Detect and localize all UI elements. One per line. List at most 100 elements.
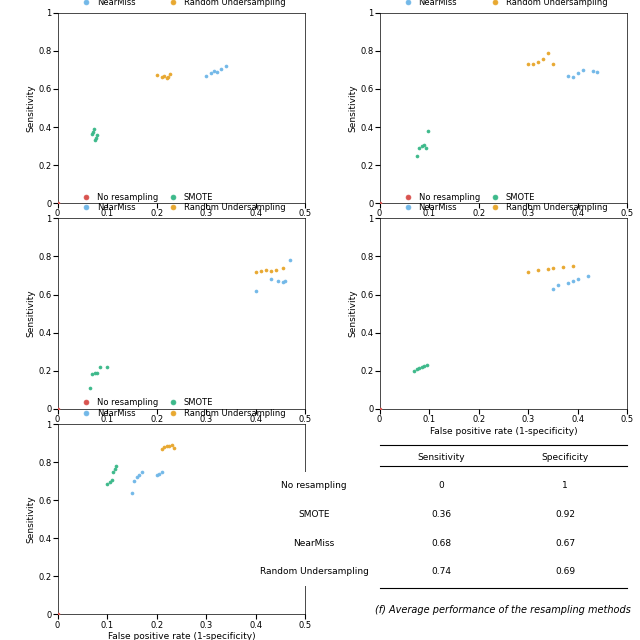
Point [420,143,431,153]
Point [557,262,568,272]
Point [573,68,583,78]
X-axis label: False positive rate (1-specificity): False positive rate (1-specificity) [108,427,255,436]
Legend: No resampling, NearMiss, SMOTE, Random Undersampling: No resampling, NearMiss, SMOTE, Random U… [77,193,285,212]
Point [166,440,177,450]
Point [543,47,553,58]
Point [548,263,558,273]
Point [278,263,288,273]
Point [548,59,558,69]
Point [152,470,162,481]
Point [52,198,63,208]
Text: (a) Customer not at home (NAH): (a) Customer not at home (NAH) [97,257,266,266]
Point [548,284,558,294]
Point [52,609,63,620]
Point [419,140,429,150]
Point [280,276,291,286]
Point [161,441,172,451]
Point [163,72,173,82]
Point [216,64,226,74]
Point [206,68,216,78]
Point [543,264,553,274]
Point [157,467,167,477]
Point [107,475,117,485]
Point [593,67,603,77]
Point [374,404,385,414]
Legend: No resampling, NearMiss, SMOTE, Random Undersampling: No resampling, NearMiss, SMOTE, Random U… [399,193,607,212]
Point [374,198,385,208]
Point [108,467,118,477]
Point [157,72,167,82]
Point [251,285,261,296]
Y-axis label: Sensitivity: Sensitivity [26,84,35,132]
Point [89,124,99,134]
Point [523,267,533,277]
Point [157,444,167,454]
Y-axis label: Sensitivity: Sensitivity [348,290,357,337]
Legend: No resampling, NearMiss, SMOTE, Random Undersampling: No resampling, NearMiss, SMOTE, Random U… [77,398,285,418]
Point [523,59,533,69]
Y-axis label: Sensitivity: Sensitivity [348,84,357,132]
Point [159,70,169,81]
Point [91,133,101,143]
Point [90,134,100,145]
Text: (d) Canceled by customer (CC): (d) Canceled by customer (CC) [423,462,584,472]
Point [528,59,538,69]
Point [588,66,598,76]
Point [255,266,266,276]
Text: (c) Refused by customer (RC): (c) Refused by customer (RC) [105,462,258,472]
Point [533,265,543,275]
Text: (f) Average performance of the resampling methods: (f) Average performance of the resamplin… [376,605,631,615]
Point [412,150,422,161]
Point [251,267,261,277]
Point [278,277,288,287]
Point [285,255,296,266]
Point [419,361,429,371]
Point [271,265,281,275]
Y-axis label: Sensitivity: Sensitivity [26,495,35,543]
Point [169,443,179,453]
Point [102,362,112,372]
Point [90,367,100,378]
Point [538,54,548,65]
Point [582,271,593,281]
Point [84,383,95,393]
Point [152,70,162,80]
Point [87,369,97,379]
X-axis label: False positive rate (1-specificity): False positive rate (1-specificity) [429,221,577,230]
Legend: No resampling, NearMiss, SMOTE, Random Undersampling: No resampling, NearMiss, SMOTE, Random U… [77,0,285,7]
X-axis label: False positive rate (1-specificity): False positive rate (1-specificity) [108,221,255,230]
Point [563,70,573,81]
Point [212,67,222,77]
Point [111,461,121,471]
Point [273,276,283,286]
Point [533,57,543,67]
Point [154,469,164,479]
Point [132,472,142,483]
Point [573,274,583,284]
Point [92,367,102,378]
Point [568,72,578,82]
Point [95,362,105,372]
Legend: No resampling, NearMiss, SMOTE, Random Undersampling: No resampling, NearMiss, SMOTE, Random U… [399,0,607,7]
Point [161,74,172,84]
Point [417,362,427,372]
Point [137,467,147,477]
Point [102,479,112,489]
Point [563,278,573,288]
Point [221,61,231,71]
Point [134,470,145,481]
Point [266,266,276,276]
Point [92,131,102,141]
Y-axis label: Sensitivity: Sensitivity [26,290,35,337]
Point [201,70,211,81]
Point [129,476,140,486]
Point [568,276,578,286]
Text: (b) Stop rescheduled (SR): (b) Stop rescheduled (SR) [436,257,570,266]
Point [104,477,115,487]
Point [414,143,424,153]
Point [260,265,271,275]
X-axis label: False positive rate (1-specificity): False positive rate (1-specificity) [429,427,577,436]
Point [159,442,169,452]
Point [52,404,63,414]
Point [422,360,432,370]
